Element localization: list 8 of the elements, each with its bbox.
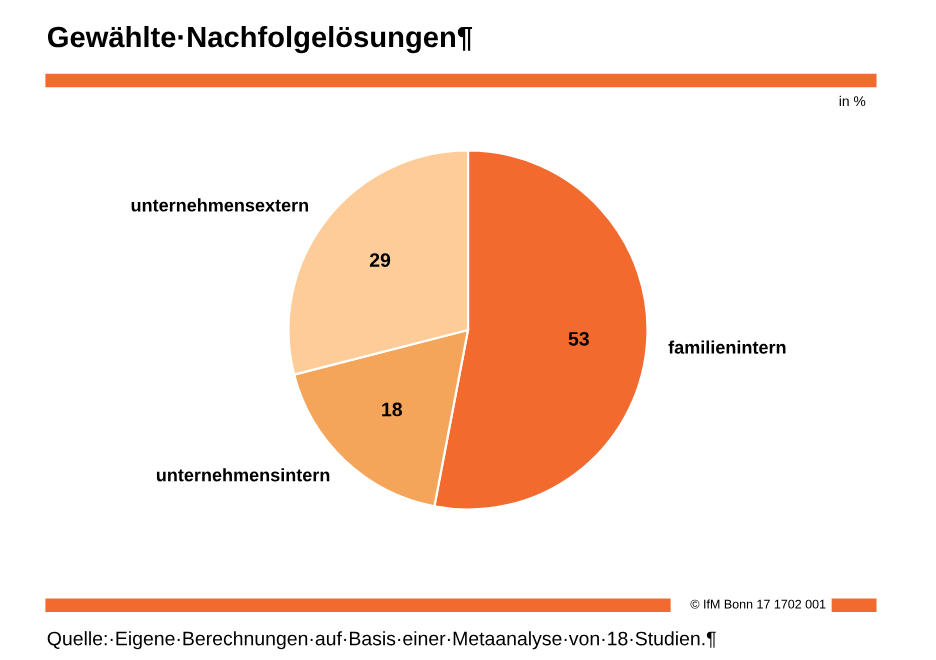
data-label: 18 [382, 402, 403, 417]
data-label: 53 [568, 331, 589, 346]
slice-label: unternehmensintern [156, 468, 330, 482]
slice-label: unternehmensextern [131, 198, 309, 212]
source-note: Quelle:·Eigene·Berechnungen·auf·Basis·einer·Metaanalyse·von·18·Studien.¶ [47, 631, 716, 650]
slice-label: familienintern [668, 340, 786, 354]
data-label: 29 [369, 253, 391, 267]
chart-title: Gewählte·Nachfolgelösungen¶ [48, 25, 473, 54]
